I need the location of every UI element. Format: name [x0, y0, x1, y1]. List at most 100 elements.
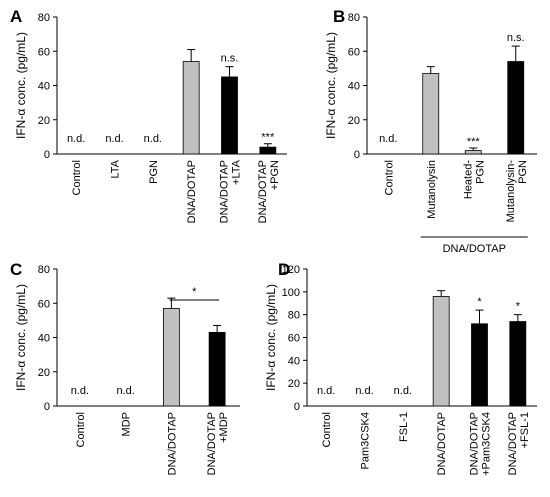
x-tick-label-line: PGN — [517, 160, 529, 184]
x-tick-label-line: Heated- — [462, 160, 474, 199]
bar — [507, 61, 525, 155]
significance-label: * — [477, 296, 482, 308]
not-detected-label: n.d. — [355, 385, 373, 397]
y-tick-label: 40 — [38, 81, 50, 93]
x-tick-label: Mutanolysin-PGN — [505, 160, 529, 223]
not-detected-label: n.d. — [116, 385, 134, 397]
significance-label: * — [192, 286, 197, 298]
x-tick-label: DNA/DOTAP+LTA — [219, 159, 243, 223]
x-tick-label-line: Pam3CSK4 — [360, 412, 372, 469]
x-tick-label-line: +MDP — [218, 412, 230, 443]
panel-b: B 0 20 40 60 80 IFN-α conc. (pg/mL) n.d. Control… — [324, 7, 537, 255]
x-tick-label-line: DNA/DOTAP — [166, 412, 178, 475]
significance-label: *** — [467, 136, 481, 148]
panel-letter: B — [333, 7, 345, 26]
x-tick-label: DNA/DOTAP+Pam3CSK4 — [469, 412, 493, 476]
bar — [221, 76, 238, 155]
significance-label: n.s. — [221, 53, 239, 65]
not-detected-label: n.d. — [317, 385, 335, 397]
bar — [422, 73, 440, 155]
x-tick-label-line: FSL-1 — [398, 412, 410, 442]
y-tick-label: 0 — [354, 149, 360, 161]
y-tick-label: 20 — [348, 115, 360, 127]
x-tick-label: Heated-PGN — [462, 160, 486, 199]
panel-a: A 0 20 40 60 80 IFN-α conc. (pg/mL) n.d. Control… — [10, 7, 287, 223]
y-tick-label: 40 — [348, 81, 360, 93]
y-axis-label: IFN-α conc. (pg/mL) — [264, 284, 278, 391]
x-tick-label: Pam3CSK4 — [360, 412, 372, 469]
not-detected-label: n.d. — [379, 133, 397, 145]
significance-label: *** — [261, 132, 275, 144]
bar — [464, 150, 482, 155]
panel-letter: D — [278, 260, 290, 279]
x-tick-label: Control — [383, 160, 395, 195]
y-tick-label: 60 — [38, 46, 50, 58]
y-tick-label: 20 — [38, 367, 50, 379]
panel-letter: A — [10, 7, 22, 26]
x-tick-label-line: DNA/DOTAP — [507, 412, 519, 475]
x-tick-label-line: +LTA — [231, 159, 243, 185]
bar — [162, 307, 180, 407]
x-tick-label: DNA/DOTAP+FSL-1 — [507, 412, 531, 475]
y-tick-label: 40 — [288, 355, 300, 367]
x-tick-label-line: DNA/DOTAP — [219, 160, 231, 223]
x-tick-label-line: Control — [75, 412, 87, 447]
y-tick-label: 60 — [288, 333, 300, 345]
not-detected-label: n.d. — [144, 133, 162, 145]
x-tick-label: DNA/DOTAP — [436, 412, 448, 475]
y-tick-label: 0 — [44, 401, 50, 413]
y-tick-label: 40 — [38, 333, 50, 345]
x-tick-label: Control — [75, 412, 87, 447]
y-axis-label: IFN-α conc. (pg/mL) — [324, 32, 338, 139]
x-tick-label-line: Control — [383, 160, 395, 195]
x-tick-label: DNA/DOTAP+PGN — [257, 160, 281, 223]
x-tick-label: FSL-1 — [398, 412, 410, 442]
x-tick-label-line: Mutanolysin — [426, 160, 438, 219]
x-tick-label-line: +PGN — [269, 160, 281, 190]
y-tick-label: 80 — [288, 310, 300, 322]
y-axis-label: IFN-α conc. (pg/mL) — [14, 32, 28, 139]
significance-label: * — [516, 301, 521, 313]
x-tick-label: DNA/DOTAP+MDP — [206, 412, 230, 475]
y-tick-label: 60 — [38, 298, 50, 310]
x-tick-label: LTA — [110, 159, 122, 178]
y-tick-label: 80 — [38, 264, 50, 276]
y-tick-label: 0 — [294, 401, 300, 413]
y-axis-label: IFN-α conc. (pg/mL) — [14, 284, 28, 391]
x-tick-label-line: LTA — [110, 159, 122, 178]
x-tick-label-line: DNA/DOTAP — [186, 160, 198, 223]
x-tick-label-line: +Pam3CSK4 — [481, 412, 493, 476]
not-detected-label: n.d. — [67, 133, 85, 145]
bar — [432, 295, 450, 407]
x-tick-label: Control — [321, 412, 333, 447]
bar — [182, 61, 200, 155]
bar — [471, 323, 488, 407]
x-tick-label: PGN — [148, 160, 160, 184]
y-tick-label: 20 — [38, 115, 50, 127]
bar — [208, 331, 226, 407]
panel-letter: C — [10, 260, 22, 279]
not-detected-label: n.d. — [71, 385, 89, 397]
x-tick-label-line: PGN — [474, 160, 486, 184]
panel-d: D 0 20 40 60 80 100 120 IFN-α conc. (pg/mL) n.d. C… — [264, 260, 537, 476]
x-tick-label: MDP — [121, 412, 133, 436]
y-tick-label: 80 — [348, 12, 360, 24]
x-tick-label-line: MDP — [121, 412, 133, 436]
not-detected-label: n.d. — [394, 385, 412, 397]
x-tick-label-line: Control — [321, 412, 333, 447]
x-tick-label-line: DNA/DOTAP — [469, 412, 481, 475]
not-detected-label: n.d. — [105, 133, 123, 145]
x-tick-label: Mutanolysin — [426, 160, 438, 219]
x-tick-label-line: Mutanolysin- — [505, 160, 517, 223]
y-tick-label: 0 — [44, 149, 50, 161]
x-tick-label: Control — [71, 160, 83, 195]
x-tick-label-line: DNA/DOTAP — [206, 412, 218, 475]
x-tick-label-line: +FSL-1 — [519, 412, 531, 448]
x-tick-label: DNA/DOTAP — [186, 160, 198, 223]
y-tick-label: 80 — [38, 12, 50, 24]
x-tick-label-line: PGN — [148, 160, 160, 184]
y-tick-label: 20 — [288, 378, 300, 390]
bar — [509, 321, 527, 407]
panel-c: C 0 20 40 60 80 IFN-α conc. (pg/mL) n.d. Control… — [10, 260, 240, 475]
y-tick-label: 120 — [282, 264, 300, 276]
